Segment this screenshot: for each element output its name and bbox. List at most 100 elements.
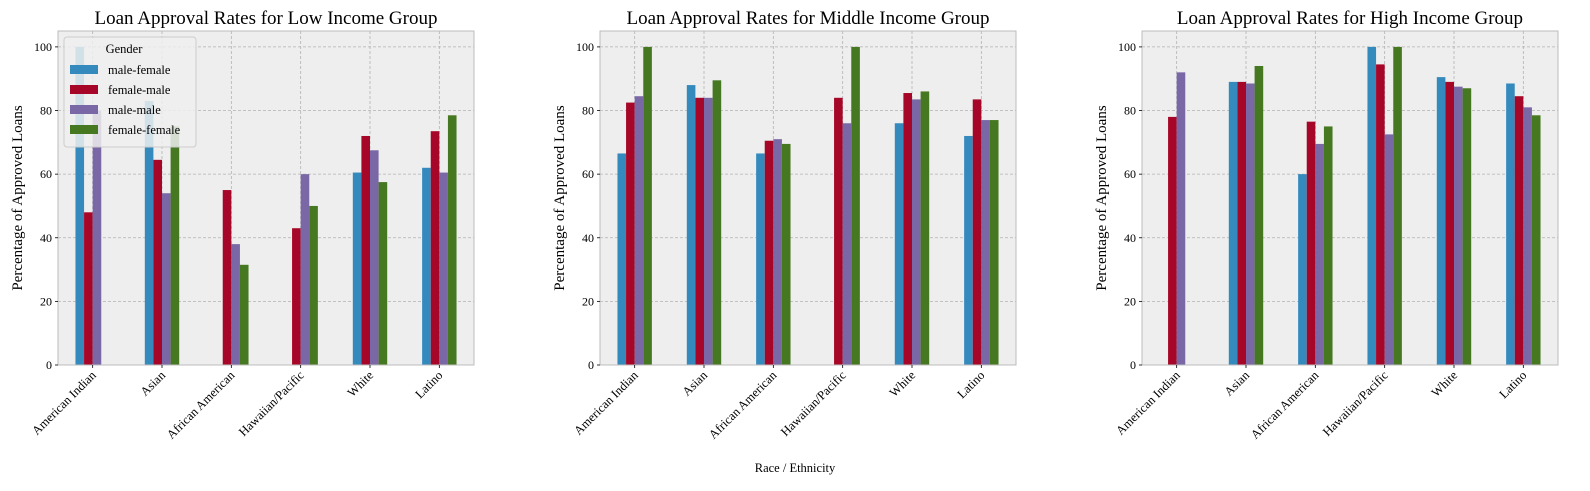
bar-female-female <box>1323 126 1333 365</box>
legend-swatch-female-female <box>70 125 98 134</box>
bar-male-female <box>1367 46 1377 366</box>
y-tick-label: 40 <box>40 231 52 245</box>
legend-swatch-male-female <box>70 65 98 74</box>
x-tick-label: Hawaiian/Pacific <box>1320 368 1391 439</box>
x-tick-label: Latino <box>412 368 445 401</box>
bar-male-male <box>231 244 240 365</box>
bar-female-female <box>1462 88 1472 365</box>
bar-male-male <box>92 110 102 366</box>
bar-male-female <box>894 123 904 365</box>
x-tick-label: American Indian <box>571 368 641 438</box>
bar-female-male <box>834 97 843 366</box>
bar-male-male <box>1246 83 1255 365</box>
bar-male-male <box>842 123 852 365</box>
bar-male-female <box>1506 83 1515 365</box>
y-tick-label: 40 <box>1124 231 1136 245</box>
plot-frame <box>1141 30 1559 366</box>
bar-male-male <box>704 97 713 366</box>
y-tick-label: 0 <box>588 358 594 372</box>
bar-female-male <box>626 102 635 366</box>
y-tick-label: 60 <box>582 167 594 181</box>
bar-male-male <box>634 96 644 365</box>
plot-frame <box>57 30 475 366</box>
y-axis-label: Percentage of Approved Loans <box>10 105 26 291</box>
bar-male-female <box>617 153 627 365</box>
y-tick-label: 0 <box>1130 358 1136 372</box>
y-tick-label: 60 <box>1124 167 1136 181</box>
bar-male-female <box>422 167 431 365</box>
bar-female-female <box>989 120 999 365</box>
x-tick-label: American Indian <box>1113 368 1183 438</box>
bar-female-female <box>712 80 722 366</box>
y-axis-label: Percentage of Approved Loans <box>1094 105 1110 291</box>
plot-area <box>1142 31 1558 365</box>
chart-title: Loan Approval Rates for Low Income Group <box>95 8 438 29</box>
bar-male-female <box>1436 77 1446 365</box>
y-tick-label: 100 <box>34 40 52 54</box>
bar-male-female <box>352 172 362 365</box>
bar-female-male <box>1306 121 1316 366</box>
bar-female-male <box>222 190 232 365</box>
legend-label-male-female: male-female <box>108 63 171 77</box>
bar-female-female <box>920 91 930 365</box>
bar-male-male <box>1523 107 1532 365</box>
bar-female-female <box>170 126 180 365</box>
chart-panel-1: 0 20 40 60 80 100 American Indian AsianAfrican … <box>10 8 475 442</box>
bar-male-male <box>300 174 310 365</box>
bar-male-female <box>144 100 154 365</box>
x-tick-label: African American <box>164 368 238 442</box>
x-tick-label: African American <box>1248 368 1322 442</box>
bar-female-female <box>239 264 249 365</box>
bar-female-female <box>378 182 388 365</box>
x-tick-label: White <box>1429 368 1461 400</box>
bar-male-female <box>1298 174 1307 365</box>
bar-female-female <box>781 143 791 365</box>
legend: Gender male-female female-male male-male fem… <box>63 36 197 148</box>
bar-male-male <box>439 172 448 365</box>
y-tick-label: 0 <box>46 358 52 372</box>
bar-female-male <box>1237 81 1246 366</box>
x-tick-label: White <box>887 368 919 400</box>
chart-panel-3: 0 20 40 60 80 100 American Indian AsianAfrican … <box>1094 8 1559 442</box>
y-tick-label: 60 <box>40 167 52 181</box>
x-tick-label: American Indian <box>29 368 99 438</box>
plot-frame <box>599 30 1017 366</box>
bar-female-female <box>1531 115 1541 366</box>
bar-male-male <box>1384 134 1394 365</box>
y-tick-label: 20 <box>40 294 52 308</box>
legend-swatch-female-male <box>70 85 98 94</box>
bar-male-male <box>162 193 171 365</box>
bar-male-male <box>981 120 990 365</box>
x-tick-label: White <box>345 368 377 400</box>
bar-female-male <box>1376 64 1385 366</box>
y-tick-label: 20 <box>582 294 594 308</box>
legend-box <box>63 36 197 148</box>
bar-male-male <box>1176 72 1186 365</box>
bar-female-male <box>1168 116 1177 365</box>
x-tick-label: Hawaiian/Pacific <box>778 368 849 439</box>
chart-title: Loan Approval Rates for Middle Income Gr… <box>626 8 989 29</box>
x-tick-label: Asian <box>680 368 711 399</box>
bar-male-female <box>75 46 85 366</box>
bar-female-male <box>430 131 440 365</box>
bar-female-male <box>361 135 370 365</box>
bar-male-male <box>370 150 379 365</box>
plot-area <box>600 31 1016 365</box>
bar-female-male <box>1514 96 1524 365</box>
bar-female-male <box>1445 81 1454 366</box>
bar-male-male <box>773 139 782 365</box>
bar-male-male <box>1454 86 1463 366</box>
bar-female-male <box>292 228 301 365</box>
figure-xlabel: Race / Ethnicity <box>755 461 836 475</box>
legend-swatch-male-male <box>70 105 98 114</box>
legend-label-female-male: female-male <box>108 83 171 97</box>
bar-female-male <box>695 97 704 366</box>
y-tick-label: 80 <box>1124 104 1136 118</box>
y-tick-label: 40 <box>582 231 594 245</box>
legend-title: Gender <box>106 42 144 56</box>
y-tick-label: 100 <box>1118 40 1136 54</box>
chart-panel-2: 0 20 40 60 80 100 American Indian AsianAfrican … <box>552 8 1017 442</box>
bar-male-male <box>912 99 921 365</box>
chart-title: Loan Approval Rates for High Income Grou… <box>1177 8 1523 29</box>
x-tick-label: Asian <box>1222 368 1253 399</box>
